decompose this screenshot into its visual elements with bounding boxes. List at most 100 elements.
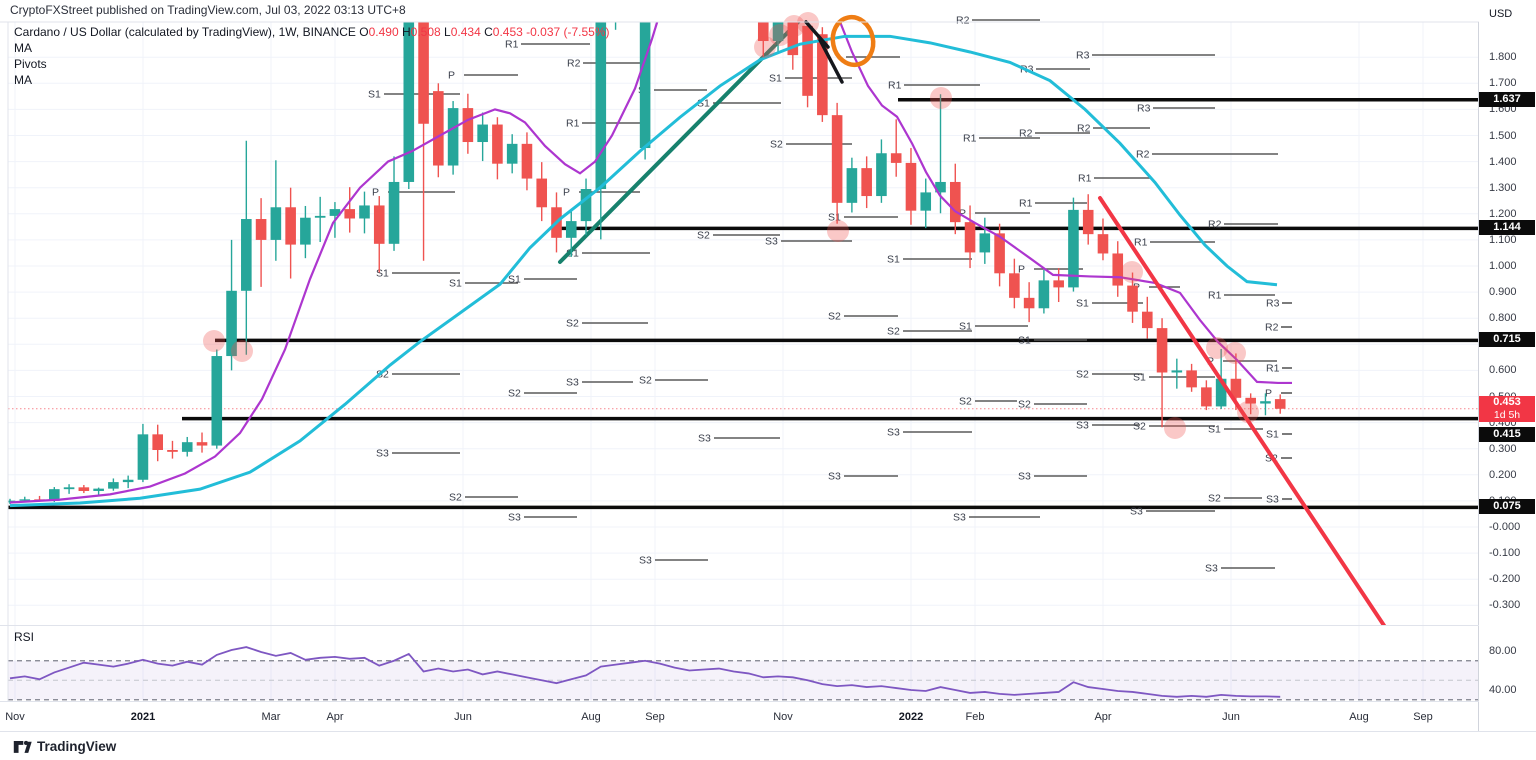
svg-text:S2: S2	[959, 396, 972, 408]
svg-text:R1: R1	[963, 133, 977, 145]
indicator-legend-ma-1[interactable]: MA	[14, 41, 32, 55]
price-tick: -0.200	[1489, 573, 1521, 586]
publisher-attribution: CryptoFXStreet published on TradingView.…	[10, 3, 406, 17]
svg-text:S2: S2	[639, 375, 652, 387]
svg-text:S1: S1	[1133, 372, 1146, 384]
svg-text:S3: S3	[887, 427, 900, 439]
time-label-year: 2022	[898, 711, 924, 723]
svg-text:S2: S2	[1208, 493, 1221, 505]
svg-text:S1: S1	[1208, 424, 1221, 436]
svg-text:S1: S1	[508, 274, 521, 286]
tradingview-logo-icon	[13, 740, 32, 753]
price-tick: -0.000	[1489, 521, 1521, 533]
symbol-legend-row[interactable]: Cardano / US Dollar (calculated by Tradi…	[14, 25, 610, 40]
svg-text:P: P	[959, 208, 966, 220]
svg-text:R3: R3	[1266, 298, 1280, 310]
svg-text:S1: S1	[368, 89, 381, 101]
svg-text:S1: S1	[376, 268, 389, 280]
svg-text:R1: R1	[888, 80, 902, 92]
svg-text:R1: R1	[1019, 198, 1033, 210]
svg-text:S2: S2	[697, 230, 710, 242]
close-label: C	[484, 25, 493, 39]
svg-text:S2: S2	[828, 311, 841, 323]
high-label: H	[401, 25, 411, 39]
indicator-legend-pivots[interactable]: Pivots	[14, 57, 47, 71]
svg-text:S2: S2	[376, 369, 389, 381]
time-label-month: Apr	[326, 711, 344, 723]
last-price-badge: 0.453 1d 5h	[1479, 395, 1535, 422]
price-tick: 1.300	[1489, 181, 1517, 194]
time-label-month: Aug	[1349, 711, 1369, 723]
svg-text:S1: S1	[769, 73, 782, 85]
svg-text:R2: R2	[1265, 322, 1279, 334]
svg-text:R2: R2	[1019, 128, 1033, 140]
svg-text:S2: S2	[566, 318, 579, 330]
high-value: 0.508	[410, 25, 441, 39]
rsi-tick: 80.00	[1489, 645, 1517, 657]
svg-text:S3: S3	[953, 512, 966, 524]
time-label-month: Nov	[5, 711, 25, 723]
rsi-tick: 40.00	[1489, 684, 1517, 696]
svg-text:S2: S2	[770, 139, 783, 151]
price-tick: 1.700	[1489, 77, 1517, 90]
price-tick: 0.800	[1489, 312, 1517, 325]
open-label: O	[359, 25, 369, 39]
svg-text:S2: S2	[1076, 369, 1089, 381]
price-tick: 1.800	[1489, 51, 1517, 64]
svg-text:S3: S3	[376, 448, 389, 460]
svg-text:R1: R1	[1208, 290, 1222, 302]
svg-text:P: P	[1265, 388, 1272, 400]
time-label-month: Apr	[1094, 711, 1112, 723]
indicator-legend-ma-2[interactable]: MA	[14, 73, 32, 87]
svg-text:P: P	[448, 70, 455, 82]
level-price-badge: 0.715	[1479, 332, 1535, 348]
svg-text:S1: S1	[1266, 429, 1279, 441]
svg-text:R2: R2	[567, 58, 581, 70]
svg-text:S1: S1	[1018, 335, 1031, 347]
price-tick: 1.500	[1489, 129, 1517, 142]
time-label-month: Jun	[454, 711, 472, 723]
rsi-pane-label[interactable]: RSI	[14, 630, 35, 644]
price-tick: -0.100	[1489, 547, 1521, 560]
change-value: -0.037 (-7.55%)	[526, 25, 610, 39]
svg-text:P: P	[372, 187, 379, 199]
close-value: 0.453	[492, 25, 523, 39]
price-tick: -0.300	[1489, 599, 1521, 612]
price-axis[interactable]: USD 1.800 1.700 1.600 1.500 1.400 1.300 1.200 1…	[1479, 0, 1536, 731]
svg-text:S1: S1	[887, 254, 900, 266]
svg-text:S3: S3	[828, 471, 841, 483]
time-label-month: Feb	[965, 711, 985, 723]
time-label-month: Sep	[1413, 711, 1433, 723]
symbol-title: Cardano / US Dollar (calculated by Tradi…	[14, 25, 356, 39]
svg-text:S3: S3	[1076, 420, 1089, 432]
svg-text:S3: S3	[639, 555, 652, 567]
svg-text:R3: R3	[1076, 50, 1090, 62]
tradingview-attribution[interactable]: TradingView	[13, 738, 116, 755]
time-label-month: Jun	[1222, 711, 1240, 723]
svg-text:S2: S2	[508, 388, 521, 400]
price-tick: 1.400	[1489, 155, 1517, 168]
level-price-badge: 1.637	[1479, 91, 1535, 107]
svg-text:P: P	[563, 187, 570, 199]
low-value: 0.434	[450, 25, 481, 39]
svg-text:S1: S1	[1076, 298, 1089, 310]
level-price-badge: 1.144	[1479, 220, 1535, 236]
time-axis[interactable]: Nov 2021 Mar Apr Jun Aug Sep Nov 2022 Feb Apr Jun Au…	[0, 702, 1478, 731]
svg-text:S2: S2	[887, 326, 900, 338]
price-tick: 0.600	[1489, 364, 1517, 377]
time-label-month: Aug	[581, 711, 601, 723]
svg-text:R1: R1	[1134, 237, 1148, 249]
svg-text:R2: R2	[956, 15, 970, 27]
svg-text:R1: R1	[1078, 173, 1092, 185]
svg-text:S3: S3	[1266, 494, 1279, 506]
tradingview-logo-text: TradingView	[37, 739, 117, 754]
svg-text:S3: S3	[1205, 563, 1218, 575]
svg-text:R1: R1	[505, 39, 519, 51]
svg-text:S3: S3	[698, 433, 711, 445]
price-tick: 1.100	[1489, 233, 1517, 246]
svg-text:S2: S2	[1133, 421, 1146, 433]
svg-text:S3: S3	[1130, 506, 1143, 518]
price-tick: 0.900	[1489, 286, 1517, 299]
svg-text:R1: R1	[566, 118, 580, 130]
